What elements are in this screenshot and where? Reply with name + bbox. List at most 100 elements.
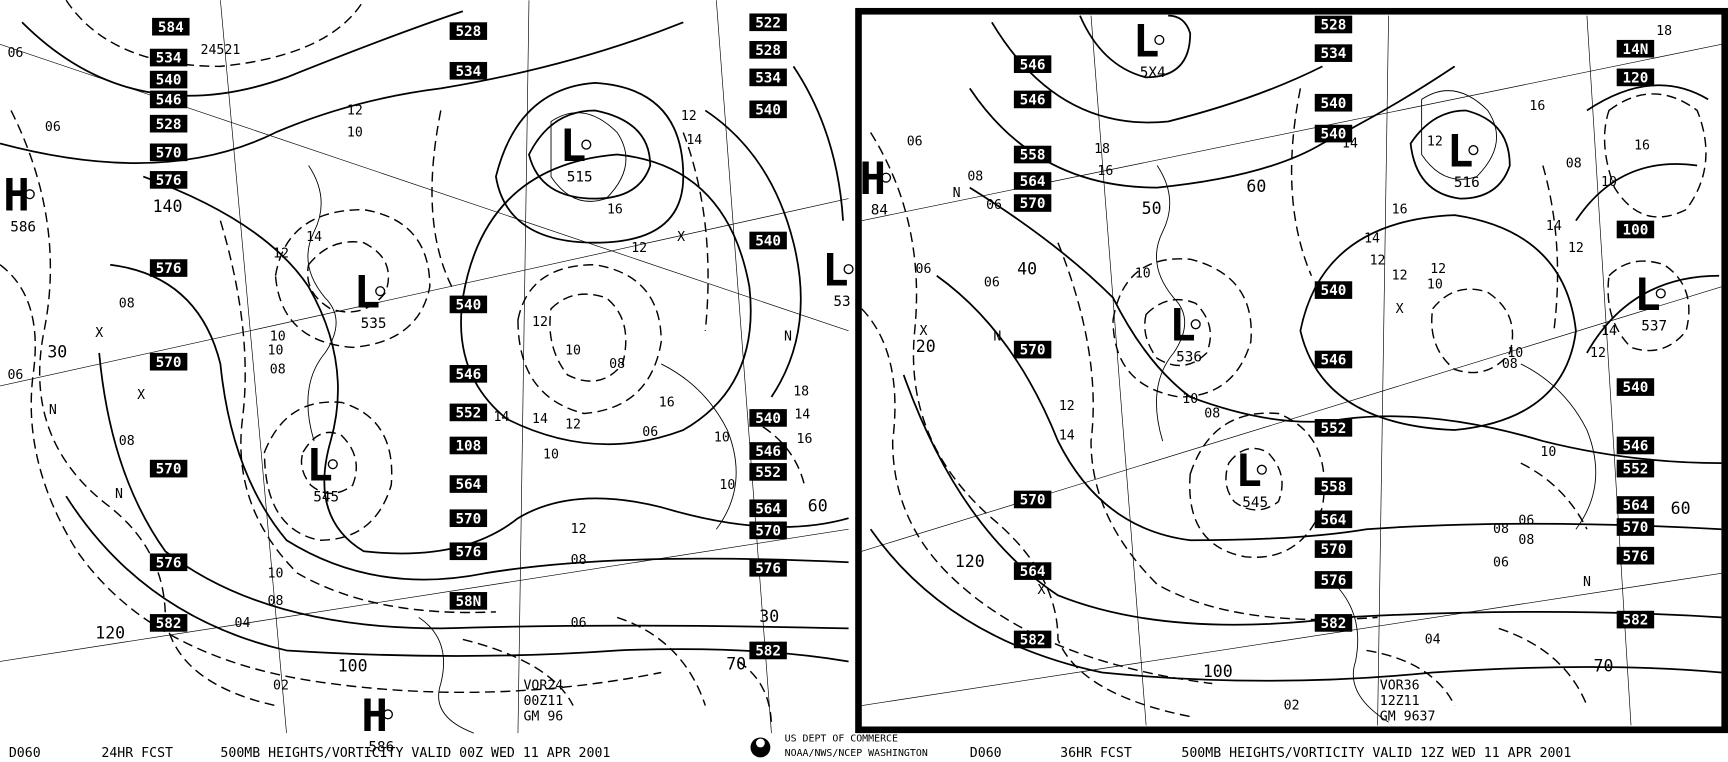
height-label-box [1616,610,1655,629]
height-label: 582 [755,644,781,660]
height-label-box [1616,546,1655,565]
height-label-box [149,114,188,133]
height-label: 540 [156,73,182,89]
height-label-box [1314,540,1353,558]
contour-label: 10 [543,447,559,462]
height-label: 546 [455,367,481,383]
right-panel-frame [855,7,1728,734]
center-marker [327,459,338,470]
height-label: 534 [1321,46,1347,62]
contour-label: 08 [1204,407,1220,422]
height-label: 570 [156,355,182,371]
height-label-box [1314,93,1353,112]
contour-label: 06 [986,198,1002,213]
footer-code: D060 [970,746,1002,761]
height-label: 576 [156,261,182,277]
contour-label: 12 [347,103,363,118]
height-label-box [1616,378,1655,396]
contour-label: 14 [532,412,548,427]
center-marker [581,139,592,150]
contour-label: 10 [268,566,284,581]
height-label: 540 [755,234,781,250]
height-label-box [1616,68,1655,87]
height-label-box [149,143,188,162]
contour-label: 10 [270,329,286,344]
contour-label: 14 [306,230,322,245]
map-stamp: 12Z11 [1380,694,1420,709]
footer-forecast: 36HR FCST [1060,746,1132,761]
height-label-box [749,442,787,460]
height-label: 564 [1622,498,1648,514]
height-label-box [1013,90,1052,109]
height-label-box [749,558,787,577]
center-value: 5X4 [1140,65,1166,81]
height-label-box [1616,39,1655,58]
height-label-box [749,13,787,32]
height-label: 552 [1321,421,1347,437]
contour-label: 08 [119,296,135,311]
left-map-lines [0,0,849,734]
contour-label: N [993,329,1001,344]
height-label: 546 [156,93,182,109]
height-label: 552 [1622,462,1648,478]
contour-label: 14 [1546,219,1562,234]
contour-label: X [677,230,685,245]
height-label: 576 [1321,573,1347,589]
contour-label: 08 [1518,533,1534,548]
contour-label: 06 [642,425,658,440]
map-stamp: GM 96 [523,710,563,725]
height-label-box [749,231,787,250]
height-label: 576 [156,555,182,571]
contour-label: X [1037,583,1045,598]
contour-label: 14 [1601,324,1617,339]
contour-label: 08 [1566,156,1582,171]
isotach-label: 30 [47,342,67,361]
isotach-label: 50 [1142,199,1162,218]
contour-label: 14 [686,133,702,148]
height-label: 564 [755,501,781,517]
contour-label: 16 [1392,203,1408,218]
height-label: 570 [1622,520,1648,536]
height-label-box [1013,490,1052,509]
height-label: 564 [1020,174,1046,190]
height-label-box [1616,436,1655,455]
contour-label: 10 [714,431,730,446]
height-label-box [1013,630,1052,649]
right-map-lines [861,14,1722,726]
height-label: 584 [158,20,184,36]
footer-code: D060 [9,746,41,761]
contour-label: 06 [7,368,23,383]
contour-label: 16 [659,395,675,410]
height-label-box [449,436,488,455]
height-label-box [1314,15,1353,34]
center-value: 586 [10,219,36,235]
contour-label: 18 [1656,24,1672,39]
height-label-box [749,409,787,427]
contour-label: 14 [1059,429,1075,444]
contour-label: 12 [631,241,647,256]
height-label: 576 [455,544,481,560]
contour-label: 14 [1364,231,1380,246]
height-label-box [1616,496,1655,514]
height-label-box [1314,477,1353,496]
height-label: 552 [755,465,781,481]
contour-label: 10 [1540,445,1556,460]
contour-label: 14 [794,408,810,423]
contour-label: 08 [1502,357,1518,372]
height-label: 534 [156,51,182,67]
center-value: 536 [1176,349,1202,365]
height-label-box [1314,44,1353,62]
height-label-box [149,614,188,632]
height-label-box [1314,571,1353,589]
height-label-box [1013,55,1052,73]
center-value: 535 [361,316,387,332]
height-label: 552 [455,406,481,422]
contour-label: 08 [268,594,284,609]
height-label-box [1013,340,1052,359]
height-label: 534 [755,70,781,86]
footer-forecast: 24HR FCST [101,746,173,761]
contour-label: 08 [1493,522,1509,537]
height-label: 100 [1622,223,1648,239]
contour-label: 12 [1590,346,1606,361]
